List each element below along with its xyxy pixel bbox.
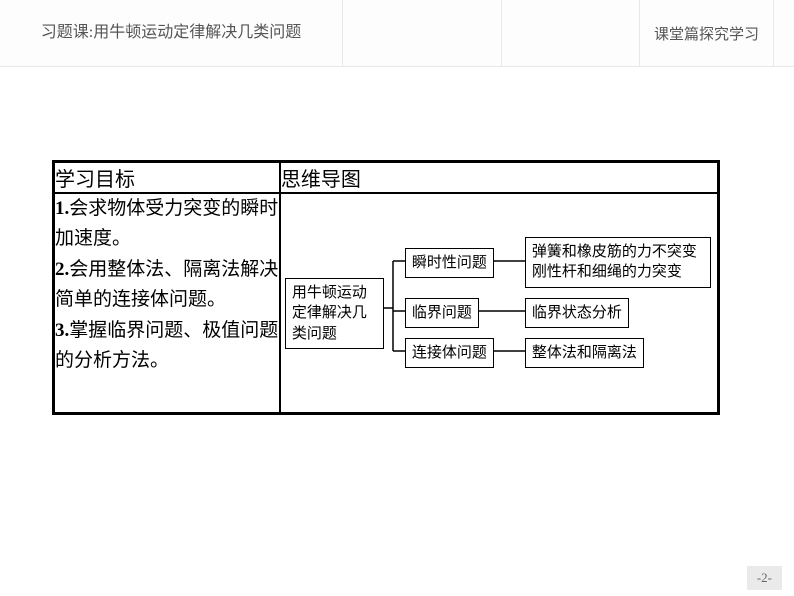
mindmap-leaf-3: 整体法和隔离法 xyxy=(525,338,644,368)
mindmap-leaf-1: 弹簧和橡皮筋的力不突变刚性杆和细绳的力突变 xyxy=(525,237,711,288)
page-number: -2- xyxy=(747,566,782,590)
header-title: 习题课:用牛顿运动定律解决几类问题 xyxy=(0,0,343,66)
goal-3-number: 3. xyxy=(55,320,69,341)
mindmap-root: 用牛顿运动定律解决几类问题 xyxy=(285,278,384,349)
content-table: 学习目标 思维导图 1.会求物体受力突变的瞬时加速度。 2.会用整体法、隔离法解… xyxy=(52,160,720,415)
page-header: 习题课:用牛顿运动定律解决几类问题 课堂篇探究学习 xyxy=(0,0,794,67)
header-empty-3 xyxy=(774,0,794,66)
goals-header: 学习目标 xyxy=(54,162,280,194)
mindmap-leaf-2: 临界状态分析 xyxy=(525,298,629,328)
mindmap-branch-3: 连接体问题 xyxy=(405,338,494,368)
goal-1-text: 会求物体受力突变的瞬时加速度。 xyxy=(55,198,278,249)
header-empty-2 xyxy=(502,0,640,66)
mindmap-branch-1: 瞬时性问题 xyxy=(405,248,494,278)
mindmap-header: 思维导图 xyxy=(280,162,719,194)
mindmap-branch-2: 临界问题 xyxy=(405,298,479,328)
goal-1-number: 1. xyxy=(55,198,69,219)
goals-cell: 1.会求物体受力突变的瞬时加速度。 2.会用整体法、隔离法解决简单的连接体问题。… xyxy=(54,193,280,413)
goal-1: 1.会求物体受力突变的瞬时加速度。 xyxy=(55,194,279,255)
goal-3-text: 掌握临界问题、极值问题的分析方法。 xyxy=(55,320,278,371)
mindmap-cell: 用牛顿运动定律解决几类问题 瞬时性问题 临界问题 连接体问题 弹簧和橡皮筋的力不… xyxy=(280,193,719,413)
header-section-label: 课堂篇探究学习 xyxy=(640,0,774,66)
goal-2: 2.会用整体法、隔离法解决简单的连接体问题。 xyxy=(55,255,279,316)
goal-2-text: 会用整体法、隔离法解决简单的连接体问题。 xyxy=(55,259,278,310)
goal-3: 3.掌握临界问题、极值问题的分析方法。 xyxy=(55,316,279,377)
goal-2-number: 2. xyxy=(55,259,69,280)
header-empty-1 xyxy=(343,0,502,66)
